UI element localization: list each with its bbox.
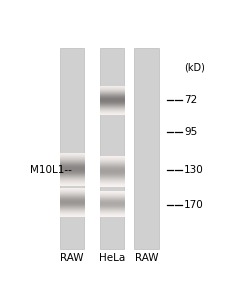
Bar — [100, 47, 124, 248]
Text: M10L1--: M10L1-- — [30, 165, 72, 175]
Text: (kD): (kD) — [184, 62, 205, 72]
Text: 72: 72 — [184, 94, 198, 104]
Text: HeLa: HeLa — [99, 253, 125, 263]
Text: 130: 130 — [184, 165, 204, 175]
Text: 95: 95 — [184, 127, 198, 137]
Text: RAW: RAW — [60, 253, 83, 263]
Text: 170: 170 — [184, 200, 204, 210]
Bar — [59, 47, 84, 248]
Text: RAW: RAW — [135, 253, 158, 263]
Bar — [135, 47, 159, 248]
